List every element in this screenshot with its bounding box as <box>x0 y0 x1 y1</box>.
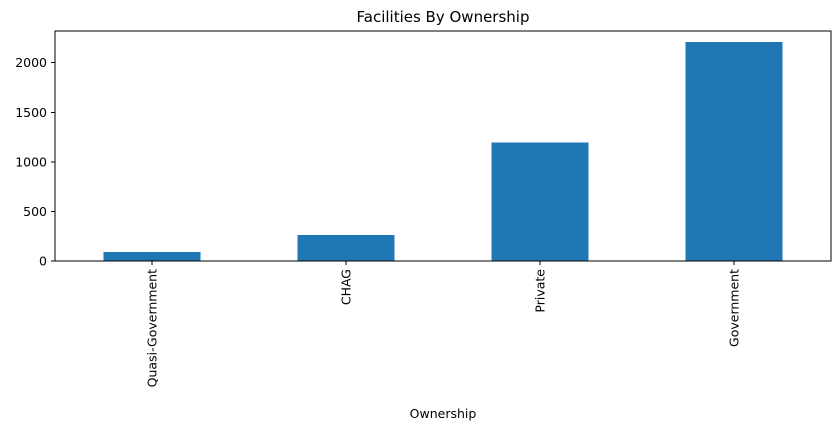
y-tick-label: 0 <box>39 254 47 269</box>
bar-quasi-government <box>103 252 201 261</box>
x-axis-label: Ownership <box>410 406 477 421</box>
plot-frame <box>54 30 832 262</box>
bars-layer <box>103 41 783 261</box>
x-tick-label: Government <box>727 269 742 347</box>
x-tick-label: Quasi-Government <box>145 269 160 387</box>
y-tick-label: 2000 <box>15 55 47 70</box>
chart-title: Facilities By Ownership <box>357 8 530 26</box>
bar-private <box>491 142 589 261</box>
x-axis: Quasi-Government CHAG Private Government <box>145 261 742 387</box>
y-tick-label: 500 <box>23 204 47 219</box>
x-tick-label: CHAG <box>339 269 354 305</box>
y-axis: 0 500 1000 1500 2000 <box>15 55 55 269</box>
y-tick-label: 1000 <box>15 154 47 169</box>
bar-chag <box>297 235 395 261</box>
y-tick-label: 1500 <box>15 105 47 120</box>
x-tick-label: Private <box>533 269 548 313</box>
bar-government <box>685 41 783 261</box>
